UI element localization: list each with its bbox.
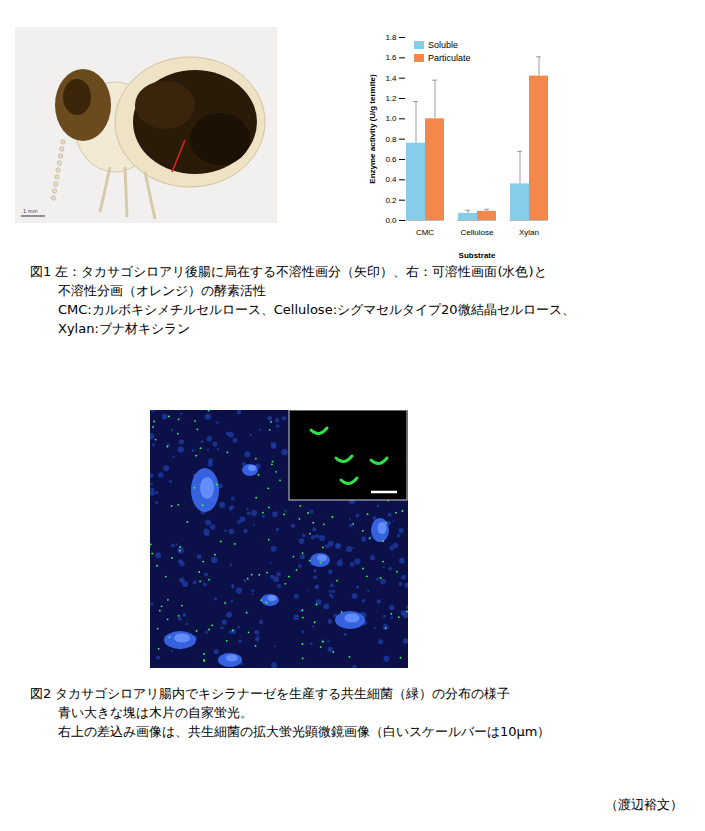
html-text:不溶性分画（オレンジ）の酵素活性: 不溶性分画（オレンジ）の酵素活性 [58,283,266,298]
html-text:図2 タカサゴシロアリ腸内でキシラナーゼを生産する共生細菌（: 図2 タカサゴシロアリ腸内でキシラナーゼを生産する共生細菌（緑）の分布の様子 [30,686,511,701]
svg-text:0.4: 0.4 [385,175,397,184]
svg-text:0.2: 0.2 [385,196,397,205]
html-text:Soluble: Soluble [428,40,458,50]
html-text:図1 左：タカサゴシロアリ後腸に局在する不溶性画分（矢印）、: 図1 左：タカサゴシロアリ後腸に局在する不溶性画分（矢印）、右：可溶性画面(水色… [30,264,547,279]
html-text:右上の差込み画像は、共生細菌の拡大蛍光顕微鏡画像（白いスケー: 右上の差込み画像は、共生細菌の拡大蛍光顕微鏡画像（白いスケールバーは10μm） [58,724,551,739]
html-text:Xylan:ブナ材キシラン: Xylan:ブナ材キシラン [58,321,190,336]
svg-text:1.4: 1.4 [385,74,397,83]
svg-text:0.6: 0.6 [385,155,397,164]
svg-text:Substrate: Substrate [459,251,496,260]
svg-text:1.8: 1.8 [385,33,397,42]
svg-text:Enzyme activity (U/g termite): Enzyme activity (U/g termite) [368,74,377,184]
html-text:Particulate: Particulate [428,53,471,63]
svg-text:1.0: 1.0 [385,114,397,123]
html-text:青い大きな塊は木片の自家蛍光。: 青い大きな塊は木片の自家蛍光。 [58,705,253,720]
svg-text:1.2: 1.2 [385,94,397,103]
svg-text:1 mm: 1 mm [23,208,38,214]
svg-text:0.0: 0.0 [385,216,397,225]
svg-text:Xylan: Xylan [519,228,539,237]
svg-text:Cellulose: Cellulose [461,228,494,237]
svg-text:CMC: CMC [416,228,434,237]
html-text:（渡辺裕文）: （渡辺裕文） [605,797,683,812]
html-text:CMC:カルボキシメチルセルロース、Cellulose:シグ: CMC:カルボキシメチルセルロース、Cellulose:シグマセルタイプ20微結… [58,302,575,317]
svg-text:1.6: 1.6 [385,53,397,62]
svg-text:0.8: 0.8 [385,135,397,144]
